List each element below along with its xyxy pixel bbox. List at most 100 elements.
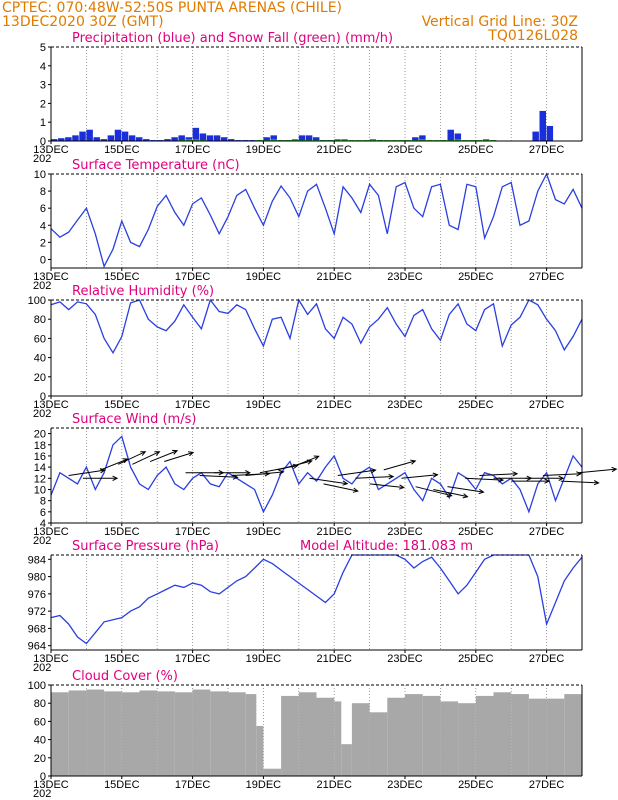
y-tick-label: 0	[40, 136, 46, 148]
cloud-bar	[228, 692, 246, 776]
x-tick-label: 15DEC	[104, 271, 140, 283]
wind-vector	[543, 473, 581, 476]
y-tick-label: 20	[34, 372, 46, 384]
precip-bar	[100, 139, 108, 141]
cloud-bar	[341, 744, 352, 776]
cloud-bar	[86, 689, 105, 776]
x-tick-label: 21DEC	[316, 144, 352, 156]
precip-bar	[93, 137, 100, 141]
y-tick-label: 6	[40, 507, 46, 519]
x-tick-label: 23DEC	[387, 653, 423, 665]
wind-vector-head	[342, 480, 349, 486]
precip-bar	[107, 135, 115, 141]
x-tick-label: 25DEC	[458, 526, 494, 538]
precip-bar	[312, 137, 320, 141]
cloud-bar	[263, 768, 282, 776]
precip-bar	[539, 110, 546, 141]
snow-bar	[369, 139, 377, 141]
wind-vector	[291, 455, 319, 468]
humidity-panel: 0 20 40 60 80 100 13DEC 15DEC 17DEC 19DEC 21DEC 23D…	[28, 284, 583, 420]
snow-bar	[454, 139, 462, 141]
y-tick-label: 40	[34, 353, 46, 365]
cloud-bar	[139, 690, 158, 776]
cloud-bar	[387, 697, 405, 776]
wind-vector-head	[576, 471, 583, 477]
wind-vector	[479, 473, 518, 476]
y-tick-label: 2	[40, 237, 46, 249]
x-tick-label: 27DEC	[529, 779, 565, 791]
x-tick-label: 19DEC	[246, 779, 282, 791]
precip-bar	[263, 137, 270, 141]
cloud-bar	[440, 701, 459, 776]
x-tick-label: 19DEC	[246, 144, 282, 156]
x-tick-label: 27DEC	[529, 399, 565, 411]
snow-bar	[341, 139, 348, 141]
wind-vector-head	[388, 474, 395, 480]
wind-vector-head	[432, 472, 439, 478]
y-tick-label: 2	[40, 98, 46, 110]
x-tick-label: 21DEC	[316, 526, 352, 538]
wind-vector	[323, 483, 358, 492]
wind-vector-head	[278, 469, 285, 475]
x-tick-label: 25DEC	[458, 399, 494, 411]
y-tick-label: 60	[34, 333, 46, 345]
y-tick-label: 6	[40, 203, 46, 215]
wind-vector	[132, 451, 160, 465]
x-tick-label: 17DEC	[175, 779, 211, 791]
x-tick-label: 17DEC	[175, 653, 211, 665]
x-year-label: 202	[33, 662, 51, 674]
precip-bar	[213, 135, 221, 141]
temperature-title: Surface Temperature (nC)	[72, 158, 240, 173]
precip-bar	[454, 133, 462, 141]
wind-vector-head	[172, 449, 179, 455]
x-tick-label: 25DEC	[458, 271, 494, 283]
wind-vector	[465, 477, 504, 481]
x-tick-label: 23DEC	[387, 144, 423, 156]
x-year-label: 202	[33, 153, 51, 165]
cloud-panel: 0 20 40 60 80 100 13DEC 15DEC 17DEC 19DEC 21DEC 23D…	[28, 669, 583, 800]
x-tick-label: 23DEC	[387, 779, 423, 791]
precip-bar	[419, 135, 426, 141]
x-tick-label: 15DEC	[104, 144, 140, 156]
wind-vector	[149, 450, 178, 462]
cloud-bar	[245, 694, 257, 776]
precip-bar	[86, 129, 93, 141]
y-tick-label: 10	[34, 484, 46, 496]
cloud-bar	[475, 695, 494, 776]
wind-vector	[560, 480, 599, 484]
y-tick-label: 968	[28, 623, 46, 635]
x-tick-label: 25DEC	[458, 779, 494, 791]
x-tick-label: 19DEC	[246, 271, 282, 283]
precip-bar	[58, 138, 65, 141]
x-tick-label: 15DEC	[104, 779, 140, 791]
wind-vector-head	[154, 451, 161, 456]
x-tick-label: 13DEC	[33, 526, 69, 538]
wind-vector	[164, 452, 194, 463]
snow-bar	[334, 139, 341, 141]
wind-vector	[309, 477, 348, 485]
precip-bar	[121, 131, 129, 141]
x-year-label: 202	[33, 535, 51, 547]
cloud-bar	[51, 692, 69, 776]
precip-bar	[178, 135, 185, 141]
cloud-bar	[511, 694, 529, 776]
precip-bar	[72, 135, 79, 141]
x-tick-label: 13DEC	[33, 271, 69, 283]
cloud-title: Cloud Cover (%)	[72, 669, 178, 684]
x-tick-label: 27DEC	[529, 526, 565, 538]
precip-bar	[143, 139, 150, 141]
cloud-bar	[528, 698, 547, 776]
cloud-bar	[369, 712, 388, 776]
pressure-title: Surface Pressure (hPa)	[72, 539, 219, 554]
cloud-bar	[281, 695, 299, 776]
cloud-bar	[192, 689, 211, 776]
snow-bar	[482, 139, 490, 141]
precip-bar	[298, 135, 306, 141]
temperature-line	[50, 172, 583, 269]
x-year-label: 202	[33, 408, 51, 420]
x-tick-label: 19DEC	[246, 653, 282, 665]
precip-bar	[206, 135, 214, 141]
cloud-bar	[174, 692, 193, 776]
y-tick-label: 4	[40, 518, 46, 530]
cloud-bar	[546, 698, 565, 776]
